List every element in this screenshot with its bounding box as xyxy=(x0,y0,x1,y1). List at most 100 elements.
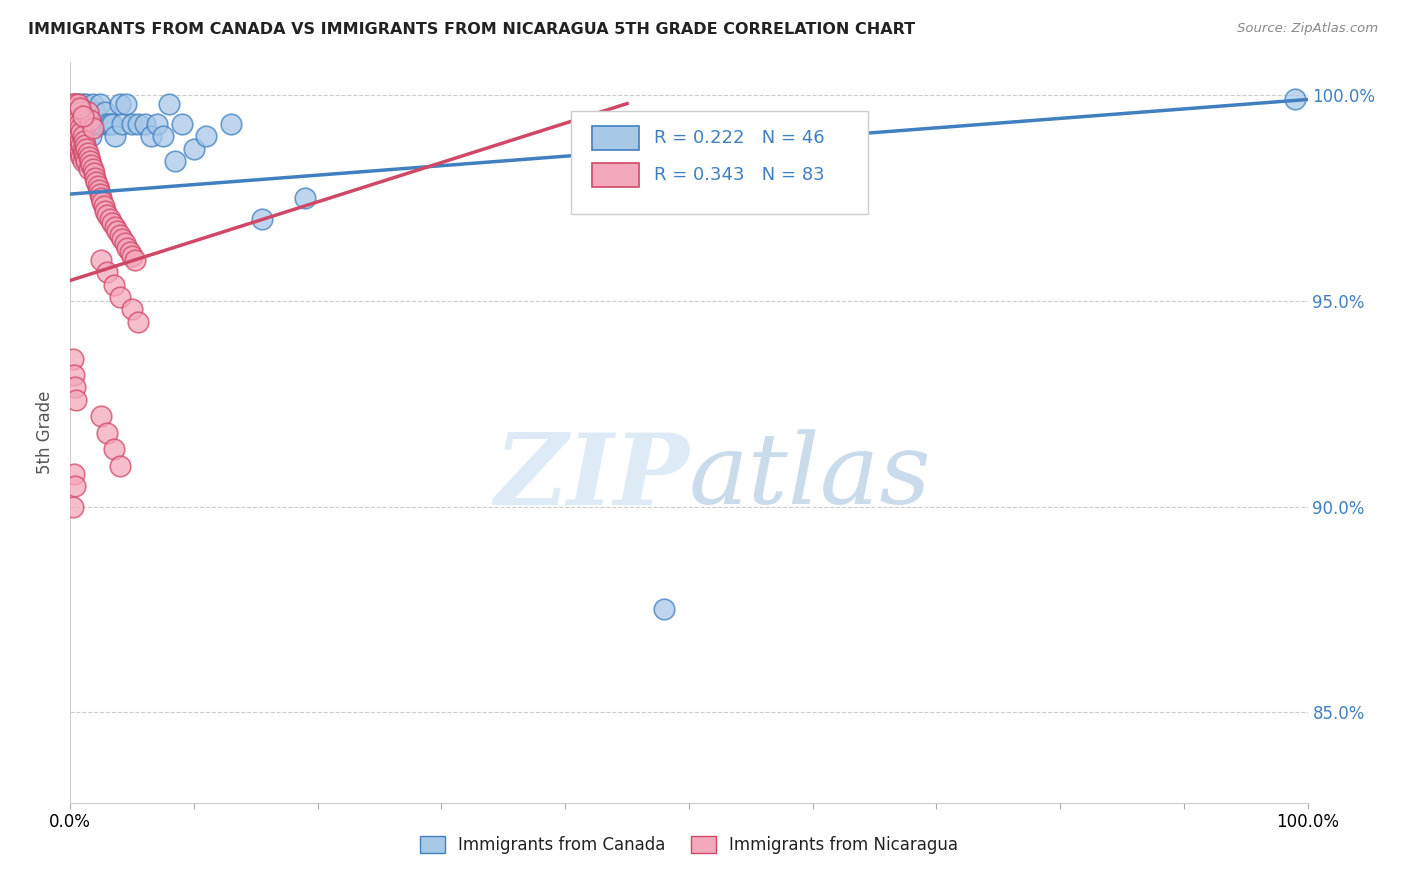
Point xyxy=(83,166,105,180)
Point xyxy=(65,113,87,128)
Point xyxy=(80,158,103,172)
Point xyxy=(84,175,107,189)
Point xyxy=(94,203,117,218)
Point xyxy=(69,145,91,160)
Point xyxy=(63,117,86,131)
Point xyxy=(69,101,91,115)
Point xyxy=(65,101,87,115)
Point xyxy=(108,228,131,243)
Point xyxy=(76,104,98,119)
Point xyxy=(63,104,86,119)
Point xyxy=(67,113,90,128)
Point xyxy=(70,137,93,152)
Point xyxy=(108,458,131,473)
Point xyxy=(66,113,89,128)
Point xyxy=(652,602,675,616)
Text: IMMIGRANTS FROM CANADA VS IMMIGRANTS FROM NICARAGUA 5TH GRADE CORRELATION CHART: IMMIGRANTS FROM CANADA VS IMMIGRANTS FRO… xyxy=(28,22,915,37)
Point xyxy=(75,104,97,119)
Point xyxy=(63,96,86,111)
Point xyxy=(66,96,89,111)
Point xyxy=(118,244,141,259)
Point xyxy=(195,129,218,144)
Point xyxy=(96,117,118,131)
Point xyxy=(77,104,100,119)
Point xyxy=(65,117,87,131)
Point xyxy=(103,277,125,292)
Point xyxy=(121,249,143,263)
Y-axis label: 5th Grade: 5th Grade xyxy=(37,391,55,475)
Point xyxy=(73,145,96,160)
Bar xyxy=(592,163,640,186)
Point xyxy=(75,154,97,169)
Point xyxy=(90,191,112,205)
Point xyxy=(146,117,169,131)
Point xyxy=(115,96,138,111)
Text: ZIP: ZIP xyxy=(494,429,689,525)
Point xyxy=(124,252,146,267)
Point xyxy=(250,211,273,226)
Point xyxy=(77,150,100,164)
Text: R = 0.343   N = 83: R = 0.343 N = 83 xyxy=(654,166,825,184)
Point xyxy=(84,104,107,119)
Point xyxy=(98,211,121,226)
Point xyxy=(170,117,193,131)
Point xyxy=(77,162,100,177)
Point xyxy=(62,104,84,119)
Point xyxy=(111,232,134,246)
Point xyxy=(111,117,134,131)
Point xyxy=(67,117,90,131)
Point xyxy=(94,104,117,119)
Bar xyxy=(592,126,640,150)
Point xyxy=(66,104,89,119)
Point xyxy=(82,96,104,111)
Point xyxy=(89,187,111,202)
Point xyxy=(127,314,149,328)
Point xyxy=(63,368,86,382)
Point xyxy=(76,145,98,160)
Point xyxy=(67,129,90,144)
Text: Source: ZipAtlas.com: Source: ZipAtlas.com xyxy=(1237,22,1378,36)
Point xyxy=(76,117,98,131)
Point xyxy=(75,96,97,111)
Point xyxy=(82,121,104,136)
Point xyxy=(67,96,90,111)
Point xyxy=(83,117,105,131)
Point xyxy=(165,154,187,169)
Point xyxy=(69,117,91,131)
Point xyxy=(294,191,316,205)
Point xyxy=(67,142,90,156)
Point xyxy=(139,129,162,144)
Point xyxy=(70,104,93,119)
Point xyxy=(75,150,97,164)
Point xyxy=(121,117,143,131)
Point xyxy=(105,224,128,238)
Point xyxy=(115,240,138,254)
Point xyxy=(63,101,86,115)
Text: atlas: atlas xyxy=(689,429,932,524)
Point xyxy=(101,216,124,230)
Point xyxy=(66,137,89,152)
Point xyxy=(114,236,136,251)
FancyBboxPatch shape xyxy=(571,111,869,214)
Point xyxy=(96,265,118,279)
Point xyxy=(127,117,149,131)
Point xyxy=(65,479,87,493)
Point xyxy=(65,380,87,394)
Point xyxy=(75,142,97,156)
Point xyxy=(157,96,180,111)
Point xyxy=(69,134,91,148)
Point xyxy=(72,154,94,169)
Point xyxy=(86,117,108,131)
Point xyxy=(1284,92,1306,106)
Point xyxy=(65,125,87,139)
Point xyxy=(66,125,89,139)
Point xyxy=(219,117,242,131)
Point xyxy=(134,117,156,131)
Point xyxy=(65,104,87,119)
Point xyxy=(84,170,107,185)
Point xyxy=(98,117,121,131)
Point xyxy=(96,425,118,440)
Point xyxy=(72,96,94,111)
Point xyxy=(79,154,101,169)
Point xyxy=(93,199,115,213)
